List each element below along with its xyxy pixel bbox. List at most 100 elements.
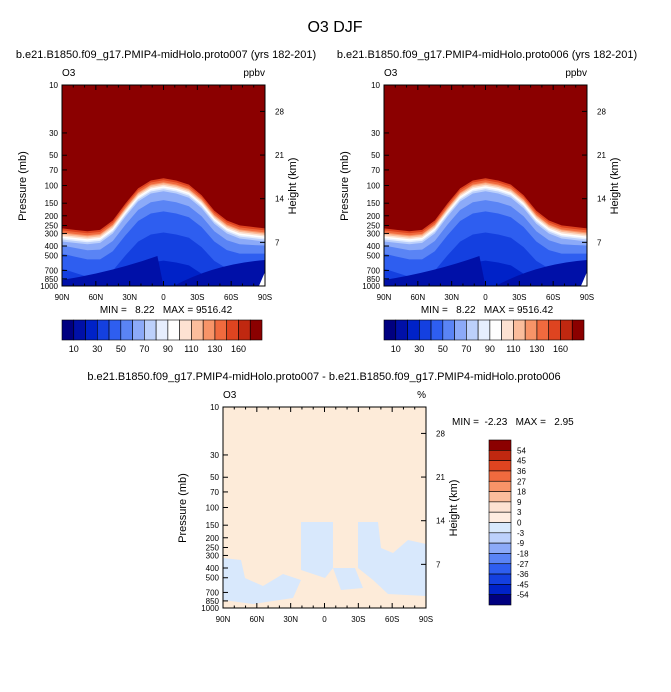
panel-a-title: b.e21.B1850.f09_g17.PMIP4-midHolo.proto0… <box>16 49 316 61</box>
colorbar-label: 160 <box>553 344 568 354</box>
colorbar-swatch <box>488 553 512 565</box>
colorbar-swatch <box>214 319 228 341</box>
x-tick-label: 90S <box>258 293 272 302</box>
panel-b-axes: 90N 60N 30N 0 30S 60S 90S 10 30 50 70 100 150 2002503… <box>362 81 606 302</box>
panel-c-plot <box>223 407 426 608</box>
y-tick-label: 30 <box>371 129 380 138</box>
colorbar-swatch <box>191 319 204 341</box>
y-tick-label: 30 <box>49 129 58 138</box>
panel-c-title: b.e21.B1850.f09_g17.PMIP4-midHolo.proto0… <box>87 371 560 383</box>
field-negative-region <box>333 568 363 590</box>
colorbar-swatch <box>560 319 573 341</box>
height-tick-label: 14 <box>436 517 445 526</box>
panel-b-ylabel-right: Height (km) <box>609 158 621 215</box>
colorbar-swatch <box>395 319 408 341</box>
panel-b-stats: MIN = 8.22 MAX = 9516.42 <box>421 305 554 316</box>
colorbar-label: 27 <box>517 477 526 486</box>
colorbar-label: -9 <box>517 539 525 548</box>
y-tick-label: 300 <box>45 229 59 238</box>
colorbar-label: 70 <box>461 344 471 354</box>
y-tick-label: 400 <box>45 242 59 251</box>
y-tick-label: 10 <box>371 81 380 90</box>
field-band <box>62 260 265 286</box>
panel-a: b.e21.B1850.f09_g17.PMIP4-midHolo.proto0… <box>16 49 316 354</box>
panel-c-axes: 90N 60N 30N 0 30S 60S 90S 10 30 50 70 100 150 2002503… <box>201 403 445 624</box>
x-tick-label: 90S <box>580 293 594 302</box>
colorbar-label: 9 <box>517 498 522 507</box>
y-tick-label: 70 <box>371 166 380 175</box>
x-tick-label: 30N <box>283 615 298 624</box>
panel-a-stats: MIN = 8.22 MAX = 9516.42 <box>100 305 233 316</box>
panel-a-colorbar: 10 30 50 70 90 110 130 160 <box>61 319 263 354</box>
height-tick-label: 7 <box>597 238 602 247</box>
x-tick-label: 60S <box>385 615 399 624</box>
x-tick-label: 90N <box>377 293 392 302</box>
y-tick-label: 700 <box>45 266 59 275</box>
y-tick-label: 400 <box>367 242 381 251</box>
colorbar-swatch <box>383 319 397 341</box>
y-tick-label: 250 <box>206 543 220 552</box>
colorbar-swatch <box>85 319 98 341</box>
colorbar-swatch <box>238 319 251 341</box>
field-surface-band-south <box>495 260 587 286</box>
height-tick-label: 21 <box>597 151 606 160</box>
colorbar-label: -54 <box>517 591 529 600</box>
colorbar-label: 130 <box>207 344 222 354</box>
colorbar-label: 90 <box>163 344 173 354</box>
y-tick-label: 850 <box>45 275 59 284</box>
colorbar-swatch <box>501 319 514 341</box>
colorbar-swatch <box>488 594 512 606</box>
colorbar-swatch <box>73 319 86 341</box>
x-tick-label: 0 <box>483 293 488 302</box>
colorbar-label: 0 <box>517 519 522 528</box>
colorbar-swatch <box>488 491 512 503</box>
y-tick-label: 1000 <box>40 282 58 291</box>
x-tick-label: 30S <box>512 293 526 302</box>
y-tick-label: 700 <box>206 588 220 597</box>
colorbar-swatch <box>167 319 180 341</box>
height-tick-label: 14 <box>597 195 606 204</box>
panel-c-ylabel: Pressure (mb) <box>177 473 189 543</box>
x-tick-label: 30S <box>351 615 365 624</box>
colorbar-swatch <box>488 460 512 472</box>
x-tick-label: 90S <box>419 615 433 624</box>
colorbar-swatch <box>571 319 585 341</box>
colorbar-label: -36 <box>517 570 529 579</box>
y-tick-label: 150 <box>45 199 59 208</box>
height-tick-label: 21 <box>275 151 284 160</box>
colorbar-label: 3 <box>517 508 522 517</box>
y-tick-label: 300 <box>206 551 220 560</box>
colorbar-swatch <box>442 319 455 341</box>
x-tick-label: 60S <box>224 293 238 302</box>
colorbar-swatch <box>466 319 479 341</box>
y-tick-label: 50 <box>49 151 58 160</box>
x-tick-label: 90N <box>55 293 70 302</box>
colorbar-swatch <box>61 319 75 341</box>
colorbar-label: 10 <box>391 344 401 354</box>
field-surface-band <box>62 256 164 286</box>
colorbar-label: 30 <box>414 344 424 354</box>
y-tick-label: 1000 <box>362 282 380 291</box>
y-tick-label: 100 <box>45 182 59 191</box>
colorbar-swatch <box>430 319 444 341</box>
panel-a-variable: O3 <box>62 68 76 79</box>
panel-b-units: ppbv <box>565 68 587 79</box>
x-tick-label: 60N <box>249 615 264 624</box>
colorbar-swatch <box>548 319 561 341</box>
y-tick-label: 150 <box>367 199 381 208</box>
panel-c-stats: MIN = -2.23 MAX = 2.95 <box>452 417 574 428</box>
panel-a-axes: 90N 60N 30N 0 30S 60S 90S 10 30 50 70 100 150 2002503… <box>40 81 284 302</box>
x-tick-label: 30N <box>444 293 459 302</box>
colorbar-swatch <box>488 522 512 534</box>
y-tick-label: 150 <box>206 521 220 530</box>
y-tick-label: 850 <box>206 597 220 606</box>
colorbar-label: 130 <box>529 344 544 354</box>
panel-b-ylabel: Pressure (mb) <box>339 151 351 221</box>
colorbar-swatch <box>144 319 157 341</box>
colorbar-swatch <box>202 319 216 341</box>
y-tick-label: 100 <box>206 504 220 513</box>
colorbar-swatch <box>132 319 145 341</box>
panel-a-ylabel: Pressure (mb) <box>17 151 29 221</box>
colorbar-label: 110 <box>506 344 520 354</box>
